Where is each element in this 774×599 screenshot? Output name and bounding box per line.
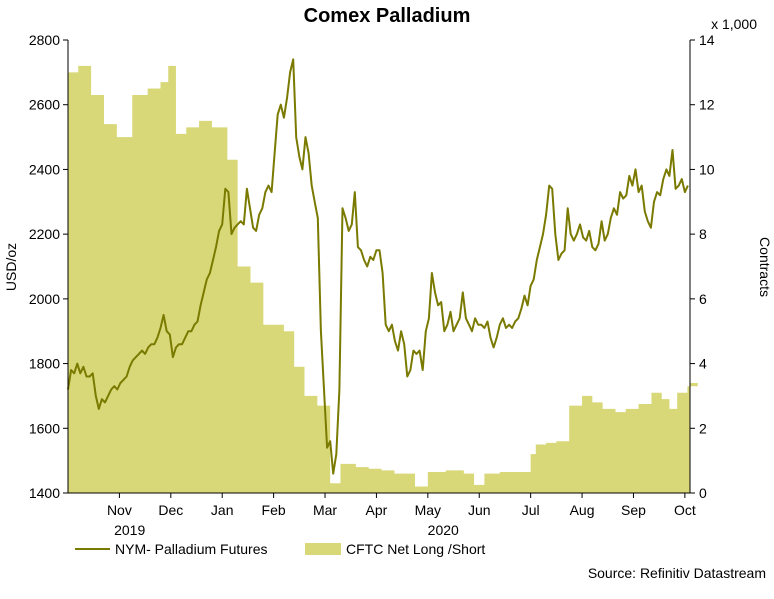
- month-label: Mar: [313, 502, 337, 518]
- right-axis-multiplier: x 1,000: [711, 16, 757, 32]
- month-label: Aug: [570, 502, 595, 518]
- month-label: Jul: [522, 502, 540, 518]
- left-tick-label: 2200: [29, 226, 60, 242]
- left-tick-label: 2400: [29, 161, 60, 177]
- legend: NYM- Palladium Futures CFTC Net Long /Sh…: [75, 541, 485, 557]
- month-label: Apr: [366, 502, 388, 518]
- year-label: 2019: [114, 522, 145, 538]
- right-tick-label: 8: [699, 226, 707, 242]
- left-tick-label: 1600: [29, 420, 60, 436]
- axes-layer: 1400 1600 1800 2000 2200 2400 2600 2800 0 2 4 6 8 10 1…: [29, 32, 715, 538]
- month-label: Sep: [621, 502, 646, 518]
- line-series-layer: [67, 58, 689, 475]
- month-label: Jan: [211, 502, 234, 518]
- legend-label-futures: NYM- Palladium Futures: [115, 541, 268, 557]
- month-label: Feb: [262, 502, 286, 518]
- right-tick-label: 12: [699, 97, 715, 113]
- left-axis-title: USD/oz: [3, 243, 19, 291]
- left-tick-label: 2600: [29, 97, 60, 113]
- cftc-net-area: [68, 65, 703, 493]
- right-tick-label: 14: [699, 32, 715, 48]
- month-label: May: [415, 502, 441, 518]
- left-tick-label: 1800: [29, 356, 60, 372]
- legend-label-cftc: CFTC Net Long /Short: [346, 541, 485, 557]
- right-tick-label: 6: [699, 291, 707, 307]
- month-label: Oct: [674, 502, 696, 518]
- right-axis-title: Contracts: [757, 237, 773, 297]
- palladium-futures-line: [67, 58, 689, 475]
- month-label: Nov: [107, 502, 132, 518]
- left-tick-label: 2800: [29, 32, 60, 48]
- right-tick-label: 4: [699, 356, 707, 372]
- area-series-layer: [68, 65, 703, 493]
- legend-area-swatch: [305, 543, 341, 555]
- left-tick-label: 1400: [29, 485, 60, 501]
- year-label: 2020: [428, 522, 459, 538]
- left-tick-label: 2000: [29, 291, 60, 307]
- right-tick-label: 10: [699, 161, 715, 177]
- right-tick-label: 2: [699, 420, 707, 436]
- chart-title: Comex Palladium: [304, 5, 471, 27]
- right-tick-label: 0: [699, 485, 707, 501]
- month-label: Jun: [468, 502, 491, 518]
- source-note: Source: Refinitiv Datastream: [587, 565, 766, 581]
- month-label: Dec: [158, 502, 183, 518]
